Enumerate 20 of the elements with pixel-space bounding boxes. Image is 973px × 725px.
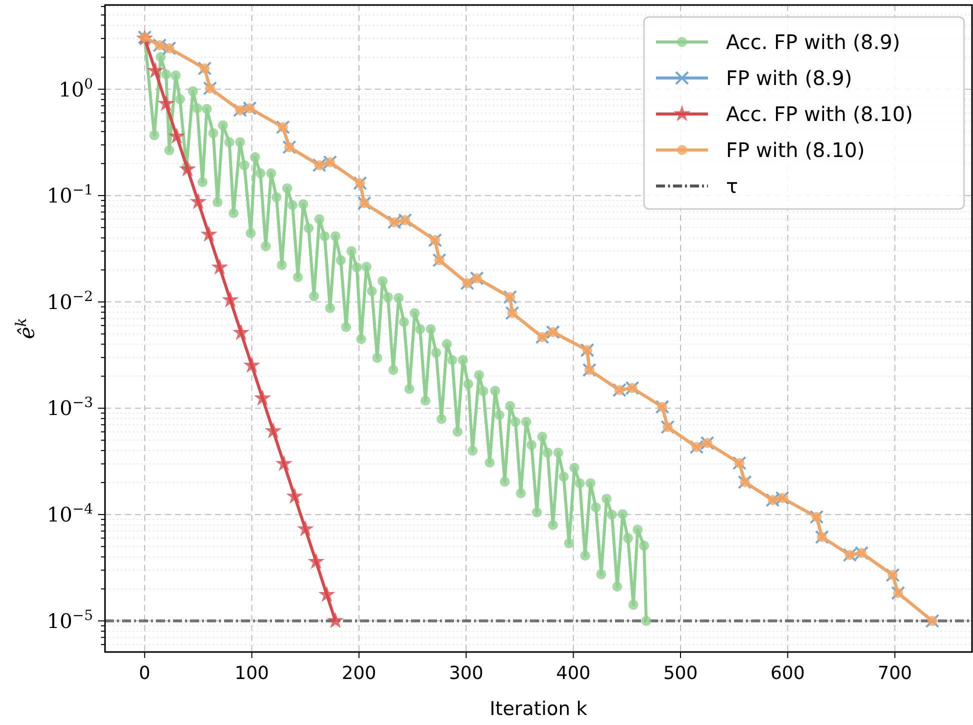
legend-label: FP with (8.10) <box>726 138 865 162</box>
x-tick-label: 700 <box>878 663 912 684</box>
x-tick-label: 600 <box>770 663 805 684</box>
y-tick-label: 10$^{−3}$ <box>46 395 93 420</box>
x-axis-title: Iteration k <box>490 698 588 720</box>
x-tick-label: 500 <box>663 663 698 684</box>
legend-label: FP with (8.9) <box>726 66 852 90</box>
y-tick-label: 10$^{−1}$ <box>46 182 93 208</box>
x-tick-label: 100 <box>234 663 269 684</box>
legend-label: τ <box>726 174 738 198</box>
legend-label: Acc. FP with (8.10) <box>726 102 913 126</box>
y-tick-label: 10$^{−5}$ <box>46 608 93 633</box>
x-tick-label: 0 <box>138 663 150 684</box>
y-tick-label: 10$^{−4}$ <box>46 502 94 527</box>
y-tick-label: 10$^{0}$ <box>58 76 93 102</box>
legend-label: Acc. FP with (8.9) <box>726 30 900 54</box>
x-tick-label: 300 <box>448 663 484 684</box>
y-tick-label: 10$^{−2}$ <box>46 288 93 314</box>
x-tick-label: 200 <box>342 663 376 684</box>
x-tick-label: 400 <box>556 663 591 684</box>
